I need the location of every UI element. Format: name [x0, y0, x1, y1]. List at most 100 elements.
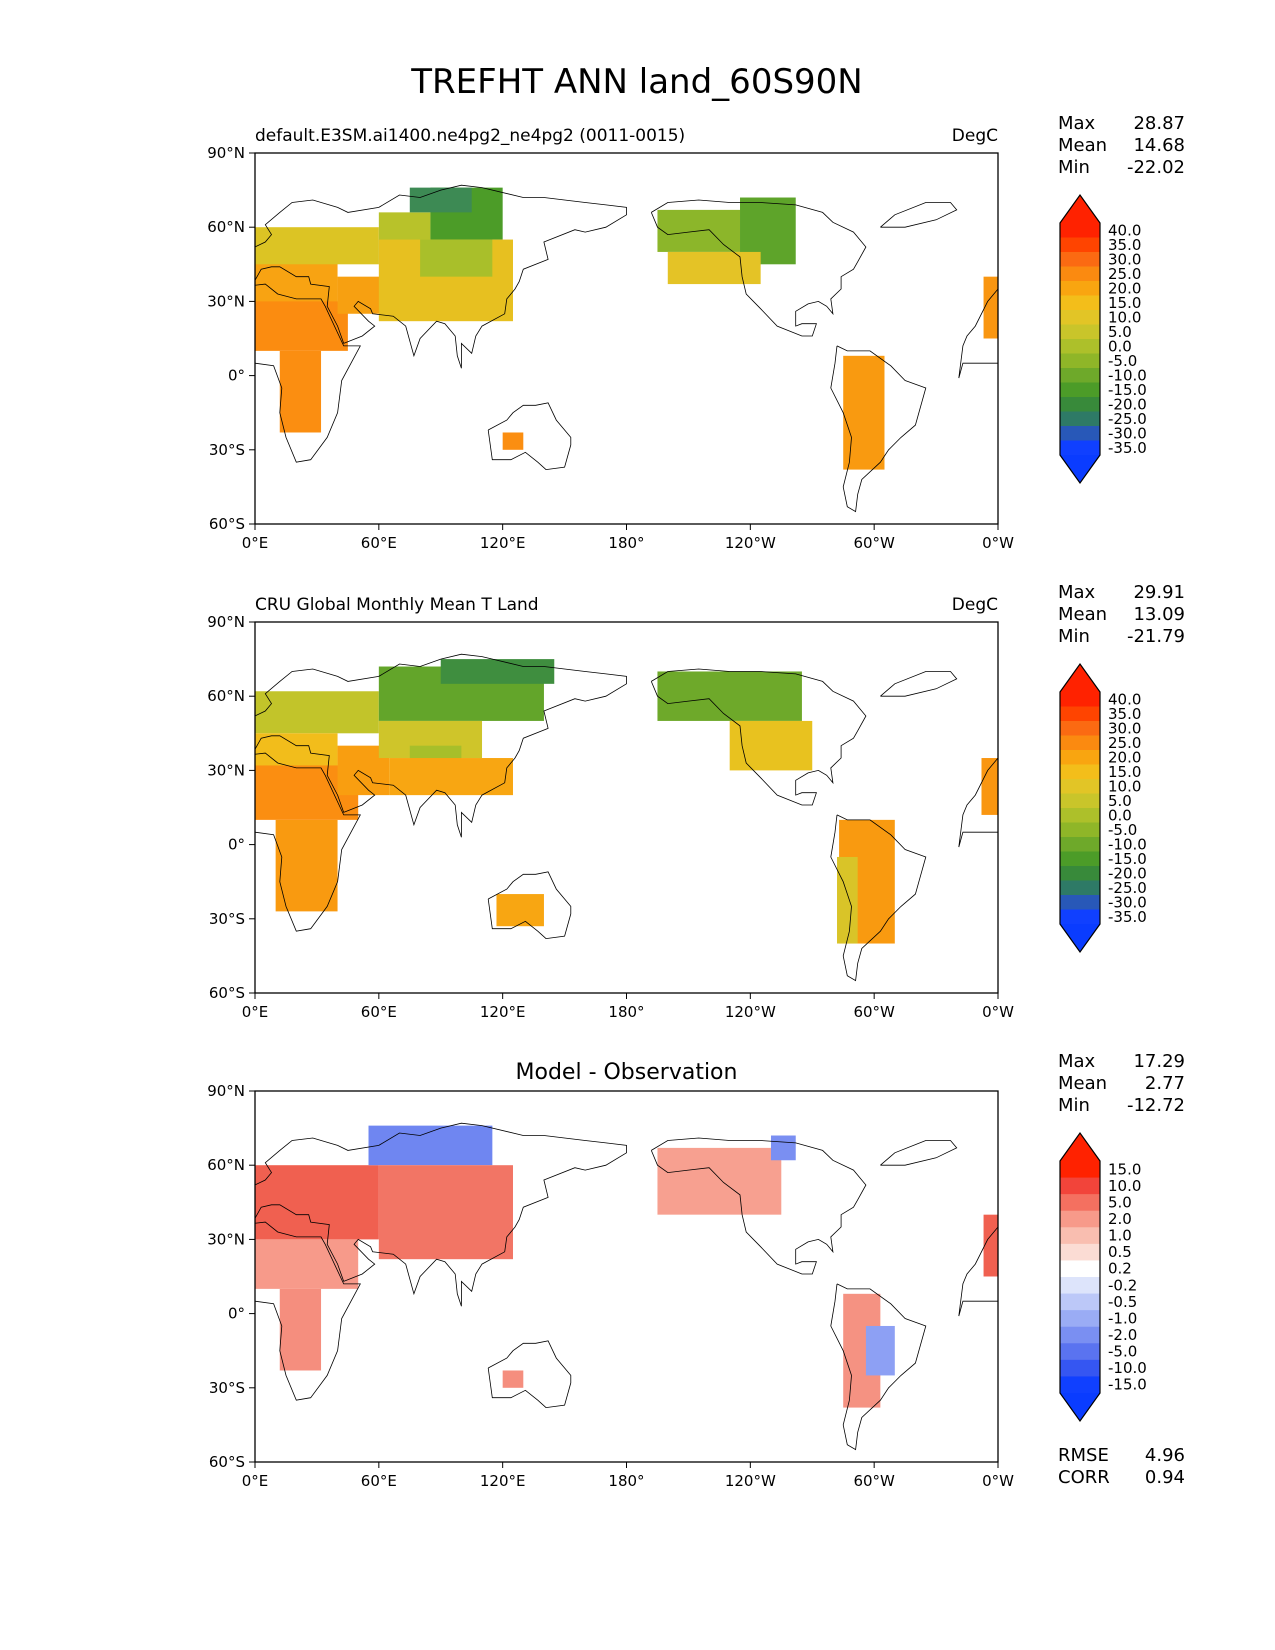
- colorbar-tick-label: -15.0: [1108, 381, 1147, 399]
- colorbar-tick-label: 20.0: [1108, 279, 1141, 297]
- x-tick-label: 0°W: [982, 1003, 1014, 1021]
- colorbar: 40.035.030.025.020.015.010.05.00.0-5.0-1…: [1059, 662, 1147, 954]
- data-region: [378, 1165, 513, 1260]
- coastline: [958, 288, 998, 379]
- coastline: [958, 1226, 998, 1317]
- y-tick-label: 60°N: [207, 218, 245, 236]
- data-region: [657, 671, 802, 721]
- stat-label: Max: [1058, 1051, 1096, 1072]
- y-tick-label: 30°S: [209, 441, 245, 459]
- colorbar-tick-label: 15.0: [1108, 763, 1141, 781]
- colorbar-tick-label: -0.2: [1108, 1276, 1137, 1294]
- data-region: [255, 691, 379, 734]
- x-tick-label: 60°E: [361, 1003, 397, 1021]
- data-region: [275, 819, 338, 912]
- colorbar-segment: [1060, 382, 1100, 398]
- colorbar-segment: [1060, 735, 1100, 751]
- coastline: [487, 871, 572, 940]
- colorbar-tick-label: -1.0: [1108, 1309, 1137, 1327]
- colorbar-extend-bottom: [1060, 1393, 1100, 1421]
- colorbar-segment: [1060, 1227, 1100, 1245]
- colorbar-tick-label: -30.0: [1108, 893, 1147, 911]
- colorbar-tick-label: 10.0: [1108, 308, 1141, 326]
- colorbar-tick-label: -5.0: [1108, 821, 1137, 839]
- colorbar-tick-label: 0.0: [1108, 806, 1132, 824]
- data-region: [440, 659, 555, 684]
- colorbar-segment: [1060, 237, 1100, 253]
- coastline: [255, 184, 627, 369]
- colorbar-segment: [1060, 310, 1100, 325]
- colorbar-segment: [1060, 295, 1100, 311]
- colorbar-extend-top: [1060, 664, 1100, 692]
- colorbar: 15.010.05.02.01.00.50.2-0.2-0.5-1.0-2.0-…: [1059, 1131, 1147, 1423]
- data-region: [279, 1288, 322, 1371]
- colorbar-tick-label: 10.0: [1108, 777, 1141, 795]
- colorbar-tick-label: 2.0: [1108, 1210, 1132, 1228]
- stat-value: -12.72: [1127, 1095, 1185, 1116]
- panel-1: 0°E 60°E 120°E 180° 120°W 60°W 0°W 90°N 60°N 30°N…: [207, 113, 1185, 552]
- x-tick-label: 120°E: [480, 1472, 526, 1490]
- colorbar-tick-label: -10.0: [1108, 1359, 1147, 1377]
- colorbar-tick-label: -5.0: [1108, 352, 1137, 370]
- coastline: [255, 283, 361, 463]
- data-region: [865, 1325, 895, 1376]
- coastline: [880, 671, 958, 697]
- colorbar-segment: [1060, 266, 1100, 282]
- x-tick-label: 180°: [608, 1003, 644, 1021]
- data-region: [409, 187, 472, 213]
- colorbar-tick-label: 0.0: [1108, 337, 1132, 355]
- colorbar-segment: [1060, 750, 1100, 765]
- map-area: [255, 653, 998, 982]
- colorbar-segment: [1060, 1161, 1100, 1179]
- data-region: [502, 1370, 524, 1388]
- colorbar-tick-label: 30.0: [1108, 250, 1141, 268]
- colorbar-segment: [1060, 822, 1100, 838]
- colorbar-segment: [1060, 721, 1100, 736]
- colorbar-segment: [1060, 1359, 1100, 1377]
- panel-title: CRU Global Monthly Mean T Land: [255, 595, 539, 615]
- colorbar-tick-label: -2.0: [1108, 1326, 1137, 1344]
- colorbar-tick-label: 35.0: [1108, 236, 1141, 254]
- x-tick-label: 180°: [608, 534, 644, 552]
- colorbar-tick-label: -10.0: [1108, 366, 1147, 384]
- x-tick-label: 0°W: [982, 1472, 1014, 1490]
- data-region: [657, 1147, 782, 1215]
- colorbar-segment: [1060, 1194, 1100, 1212]
- x-tick-label: 180°: [608, 1472, 644, 1490]
- colorbar-segment: [1060, 252, 1100, 267]
- units-label: DegC: [952, 126, 998, 146]
- colorbar-segment: [1060, 895, 1100, 910]
- colorbar-tick-label: 15.0: [1108, 1160, 1141, 1178]
- colorbar-tick-label: 0.2: [1108, 1260, 1132, 1278]
- colorbar-segment: [1060, 411, 1100, 427]
- colorbar-tick-label: -10.0: [1108, 835, 1147, 853]
- colorbar-tick-label: 5.0: [1108, 1193, 1132, 1211]
- panel-2: 0°E 60°E 120°E 180° 120°W 60°W 0°W 90°N 60°N 30°N…: [207, 582, 1185, 1021]
- stat-value: 28.87: [1133, 113, 1185, 134]
- colorbar-outline: [1059, 193, 1101, 485]
- colorbar-tick-label: 20.0: [1108, 748, 1141, 766]
- x-tick-label: 60°W: [853, 1003, 895, 1021]
- x-tick-label: 120°W: [725, 1472, 776, 1490]
- colorbar-segment: [1060, 909, 1100, 925]
- stat-value: 2.77: [1145, 1073, 1185, 1094]
- y-tick-label: 30°N: [207, 292, 245, 310]
- colorbar-tick-label: 35.0: [1108, 705, 1141, 723]
- colorbar-segment: [1060, 1376, 1100, 1394]
- stat-label: Min: [1058, 626, 1090, 647]
- colorbar-tick-label: -35.0: [1108, 908, 1147, 926]
- colorbar-segment: [1060, 808, 1100, 823]
- data-region: [837, 856, 858, 944]
- colorbar-tick-label: -0.5: [1108, 1293, 1137, 1311]
- y-tick-label: 60°S: [209, 515, 245, 533]
- y-tick-label: 60°N: [207, 687, 245, 705]
- data-region: [981, 758, 998, 815]
- colorbar-segment: [1060, 866, 1100, 881]
- coastline: [650, 668, 867, 806]
- data-region: [279, 350, 322, 433]
- panel-3: 0°E 60°E 120°E 180° 120°W 60°W 0°W 90°N 60°N 30°N…: [207, 1051, 1185, 1490]
- x-tick-label: 60°W: [853, 534, 895, 552]
- colorbar-segment: [1060, 692, 1100, 707]
- colorbar-outline: [1059, 1131, 1101, 1423]
